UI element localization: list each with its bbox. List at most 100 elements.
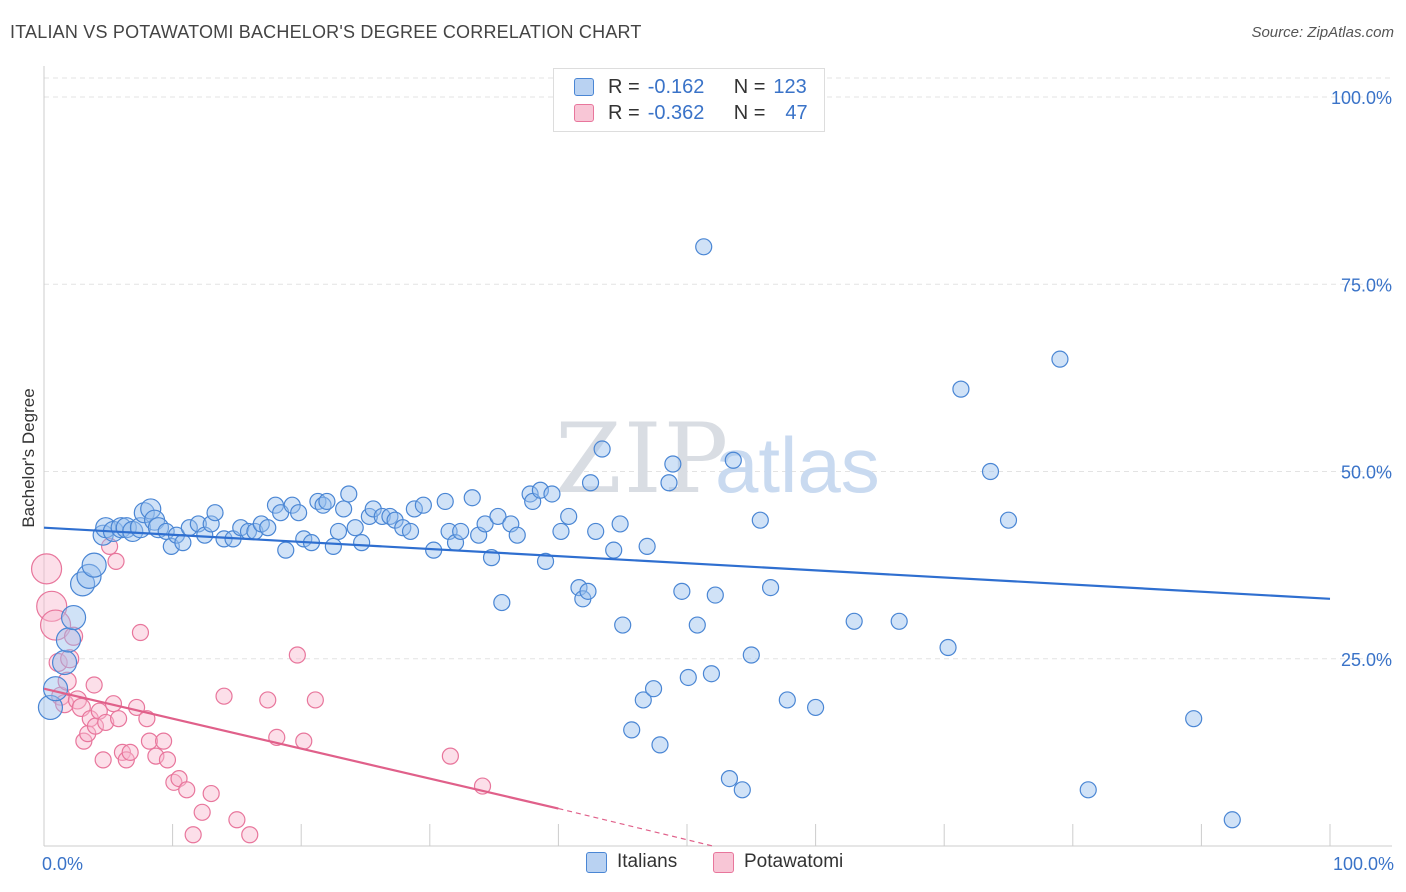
y-tick-label: 25.0% [1341, 650, 1392, 670]
potawatomi-point [193, 803, 211, 821]
italians-point [952, 380, 970, 398]
legend-n-value: 123 [773, 75, 807, 98]
italians-point [742, 646, 760, 664]
italians-point [463, 489, 481, 507]
watermark-zip: ZIP [555, 403, 730, 515]
potawatomi-point [100, 537, 119, 556]
legend-swatch-italians [574, 78, 594, 96]
italians-point [42, 676, 69, 702]
trend-layer [43, 526, 1331, 847]
italians-point [324, 537, 342, 556]
y-tick-label: 50.0% [1341, 463, 1392, 483]
potawatomi-point [295, 732, 313, 750]
italians-point [1223, 811, 1241, 829]
source-label: Source: ZipAtlas.com [1251, 24, 1394, 41]
x-tick-label: 100.0% [1333, 854, 1394, 874]
italians-point [644, 680, 663, 698]
italians-point [55, 627, 82, 653]
potawatomi-point [63, 626, 84, 646]
italians-point [706, 586, 724, 604]
axis-layer [43, 66, 1392, 847]
watermark-atlas: atlas [715, 421, 880, 509]
italians-point [536, 552, 555, 570]
italians-point [140, 498, 162, 520]
legend-r-label: R = [608, 101, 640, 124]
italians-point [290, 504, 308, 522]
potawatomi-trend-extension [558, 807, 713, 847]
potawatomi-point [228, 811, 246, 829]
italians-point [733, 781, 751, 799]
italians-point [587, 522, 605, 541]
italians-point [579, 582, 597, 600]
italians-point [340, 485, 358, 503]
italians-point [436, 492, 454, 511]
italians-point [939, 638, 957, 657]
bottom-legend-label-potawatomi: Potawatomi [744, 851, 844, 872]
italians-point [60, 604, 87, 631]
legend-n-value: 47 [785, 101, 808, 124]
legend-r-value: -0.162 [647, 75, 705, 98]
italians-point [570, 578, 588, 597]
potawatomi-point [107, 552, 125, 570]
italians-point [405, 500, 423, 518]
potawatomi-point [109, 710, 128, 728]
italians-point [651, 736, 669, 754]
italians-point [981, 462, 1000, 481]
potawatomi-point [94, 751, 112, 769]
potawatomi-point [288, 646, 306, 664]
italians-point [634, 691, 652, 709]
potawatomi-point [30, 553, 63, 585]
italians-point [623, 721, 641, 739]
italians-point [673, 582, 691, 600]
legend-row-italians: R = -0.162 N = 123 [574, 74, 807, 100]
italians-point [1079, 781, 1097, 799]
bottom-legend-label-italians: Italians [617, 851, 678, 872]
italians-point [277, 541, 295, 559]
legend-n-label: N = [733, 75, 766, 98]
y-tick-label: 100.0% [1331, 88, 1392, 108]
potawatomi-series [30, 537, 492, 844]
italians-point [414, 496, 432, 514]
italians-point [508, 526, 526, 544]
potawatomi-point [60, 649, 80, 669]
legend-n-label: N = [733, 101, 766, 124]
italians-point [614, 616, 632, 634]
italians-point [761, 578, 780, 597]
italians-point [605, 541, 623, 559]
potawatomi-point [158, 751, 177, 769]
potawatomi-point [36, 590, 68, 622]
italians-point [493, 593, 511, 612]
italians-point [688, 616, 706, 634]
italians-point [401, 522, 420, 541]
potawatomi-point [178, 781, 196, 799]
italians-series [37, 238, 1241, 829]
potawatomi-point [97, 713, 115, 732]
tick-label-layer: 25.0% 50.0% 75.0% 100.0% 0.0% 100.0% [42, 88, 1394, 874]
potawatomi-point [184, 826, 202, 844]
italians-point [581, 474, 600, 492]
italians-point [206, 504, 224, 522]
potawatomi-trend-line [43, 687, 559, 810]
bottom-legend-potawatomi: Potawatomi [713, 851, 843, 873]
italians-point [1051, 350, 1069, 368]
watermark: ZIP atlas [555, 403, 880, 515]
bottom-legend-italians: Italians [586, 851, 677, 873]
italians-point [1185, 710, 1203, 728]
potawatomi-point [306, 691, 324, 709]
italians-point [81, 552, 107, 578]
italians-point [751, 511, 769, 529]
x-tick-label: 0.0% [42, 854, 83, 874]
legend-r-value: -0.362 [647, 101, 705, 124]
y-axis-label: Bachelor's Degree [19, 388, 38, 527]
potawatomi-point [154, 732, 173, 750]
potawatomi-point [441, 747, 459, 765]
italians-point [664, 455, 682, 473]
grid-layer [44, 77, 1392, 660]
italians-point [845, 612, 863, 630]
italians-point [778, 691, 796, 709]
italians-point [51, 649, 78, 676]
italians-point [638, 537, 656, 556]
italians-point [318, 492, 336, 511]
italians-point [489, 507, 507, 526]
